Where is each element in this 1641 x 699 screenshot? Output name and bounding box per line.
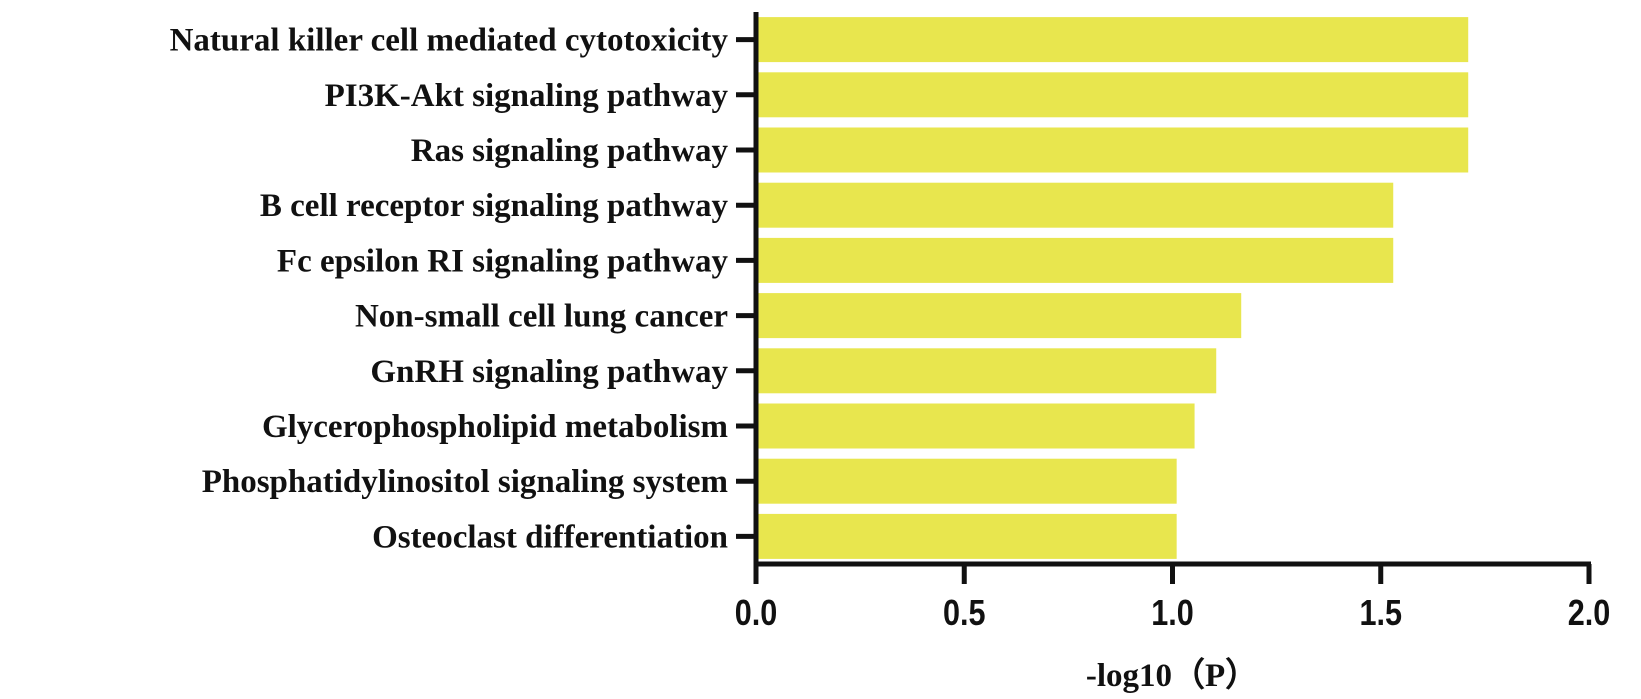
category-label: Fc epsilon RI signaling pathway <box>277 243 729 279</box>
x-tick-label: 2.0 <box>1568 594 1611 634</box>
bar <box>756 458 1177 504</box>
bars <box>756 17 1469 559</box>
category-label: Glycerophospholipid metabolism <box>262 409 728 445</box>
category-label: Ras signaling pathway <box>411 133 729 169</box>
category-label: PI3K-Akt signaling pathway <box>325 78 729 114</box>
bar <box>756 182 1394 228</box>
bar <box>756 348 1217 394</box>
category-label: Non-small cell lung cancer <box>355 299 728 335</box>
category-label: GnRH signaling pathway <box>370 354 728 390</box>
x-tick-label: 0.5 <box>943 594 986 634</box>
category-label: Natural killer cell mediated cytotoxicit… <box>170 23 729 59</box>
x-axis: 0.0 0.5 1.0 1.5 2.0 <box>735 561 1611 634</box>
bar <box>756 17 1469 63</box>
x-tick-label: 0.0 <box>735 594 778 634</box>
x-tick-label: 1.0 <box>1151 594 1194 634</box>
bar <box>756 127 1469 173</box>
category-label: Phosphatidylinositol signaling system <box>202 464 728 500</box>
x-axis-title: -log10（P） <box>1086 657 1258 694</box>
bar <box>756 403 1195 449</box>
bar <box>756 293 1242 339</box>
category-label: B cell receptor signaling pathway <box>260 188 729 224</box>
category-labels: Natural killer cell mediated cytotoxicit… <box>170 23 756 555</box>
bar <box>756 72 1469 118</box>
category-label: Osteoclast differentiation <box>372 519 728 555</box>
bar <box>756 513 1177 559</box>
bar <box>756 237 1394 283</box>
x-tick-label: 1.5 <box>1359 594 1402 634</box>
